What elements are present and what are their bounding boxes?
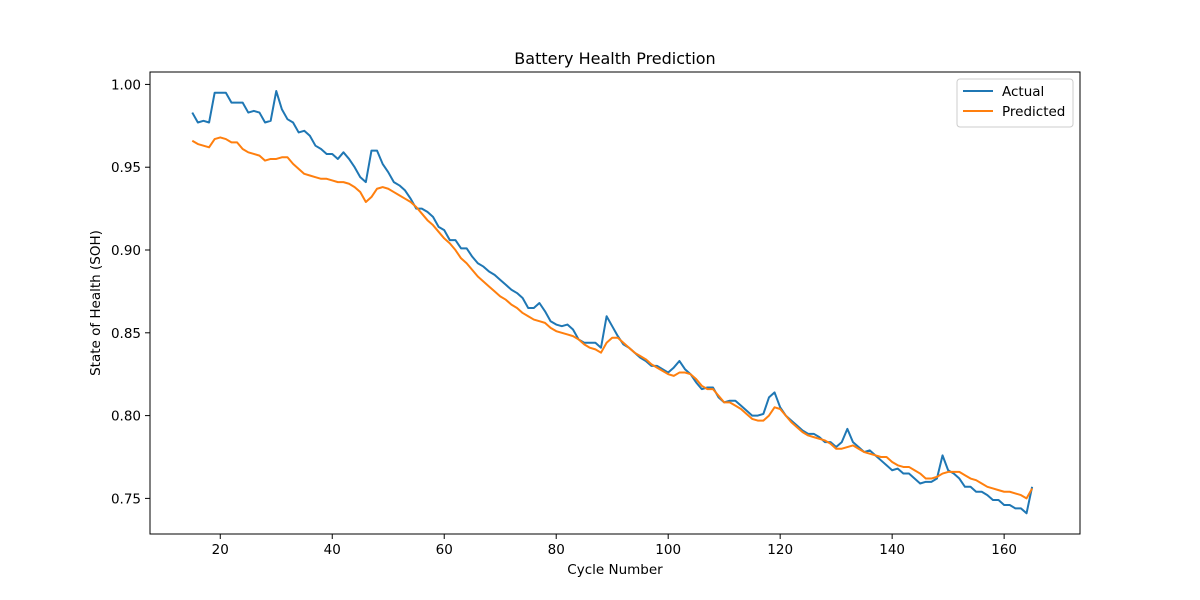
series-layer — [191, 90, 1034, 515]
x-axis-label: Cycle Number — [567, 562, 663, 578]
x-tick-label: 80 — [548, 542, 565, 558]
x-tick-label: 40 — [324, 542, 341, 558]
y-tick-label: 0.85 — [111, 326, 141, 342]
series-line-actual — [191, 90, 1034, 515]
series-line-predicted — [191, 136, 1034, 500]
y-tick-label: 0.90 — [111, 243, 141, 259]
y-axis-label: State of Health (SOH) — [88, 230, 104, 376]
plot-frame — [149, 71, 1081, 535]
legend-label-predicted: Predicted — [1002, 104, 1065, 120]
y-tick-label: 0.80 — [111, 409, 141, 425]
y-tick-label: 0.95 — [111, 160, 141, 176]
y-axis-ticks: 0.75 0.80 0.85 0.90 0.95 1.00 — [111, 77, 150, 507]
legend: Actual Predicted — [956, 78, 1074, 128]
chart-title: Battery Health Prediction — [514, 49, 715, 68]
y-tick-label: 1.00 — [111, 77, 141, 93]
x-tick-label: 60 — [436, 542, 453, 558]
y-tick-label: 0.75 — [111, 491, 141, 507]
x-tick-label: 140 — [879, 542, 905, 558]
x-tick-label: 100 — [655, 542, 681, 558]
x-tick-label: 20 — [212, 542, 229, 558]
x-axis-ticks: 20 40 60 80 100 120 140 160 — [212, 534, 1017, 558]
x-tick-label: 160 — [991, 542, 1017, 558]
x-tick-label: 120 — [767, 542, 793, 558]
legend-label-actual: Actual — [1002, 84, 1044, 100]
